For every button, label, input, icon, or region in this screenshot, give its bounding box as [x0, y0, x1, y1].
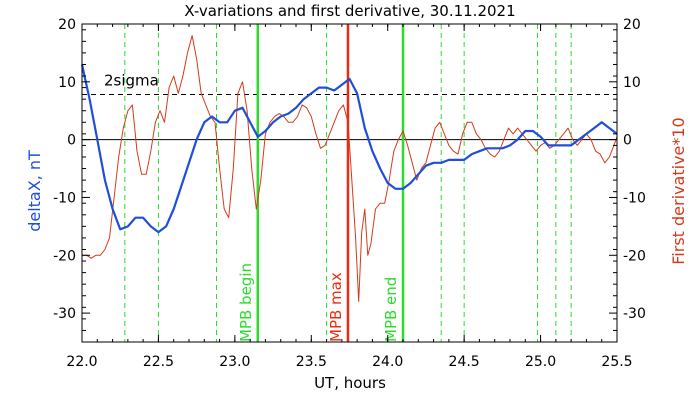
x-axis-label: UT, hours — [314, 374, 386, 392]
y-tick-label-left-4: 10 — [58, 75, 76, 91]
chart-title: X-variations and first derivative, 30.11… — [184, 2, 515, 20]
deltax-series-line — [80, 64, 618, 234]
x-tick-label-0: 22.0 — [66, 354, 97, 370]
y-tick-label-right-2: -10 — [623, 190, 646, 206]
marker-label-1: MPB max — [327, 272, 345, 342]
y-tick-label-left-0: -30 — [53, 306, 76, 322]
y-tick-label-right-0: -30 — [623, 306, 646, 322]
plot-frame — [81, 23, 618, 343]
x-tick-label-6: 25.0 — [525, 354, 556, 370]
y-tick-label-left-2: -10 — [53, 190, 76, 206]
y-tick-label-right-4: 10 — [623, 75, 641, 91]
y-tick-label-left-5: 20 — [58, 17, 76, 33]
derivative-series-line — [82, 35, 618, 302]
x-tick-label-4: 24.0 — [372, 354, 403, 370]
y-axis-label-right: First derivative*10 — [669, 117, 688, 264]
marker-label-2: MPB end — [382, 277, 400, 342]
y-tick-label-right-3: 0 — [623, 133, 632, 149]
y-tick-label-left-1: -20 — [53, 248, 76, 264]
y-tick-label-right-5: 20 — [623, 17, 641, 33]
y-axis-label-left: deltaX, nT — [25, 150, 44, 232]
plot-layer: 2sigma MPB begin MPB max MPB end 22.0 22.5 23.… — [53, 17, 646, 370]
y-tick-label-left-3: 0 — [67, 133, 76, 149]
x-tick-label-7: 25.5 — [601, 354, 632, 370]
x-tick-label-5: 24.5 — [449, 354, 480, 370]
x-tick-label-2: 23.0 — [219, 354, 250, 370]
y-tick-label-right-1: -20 — [623, 248, 646, 264]
x-tick-label-3: 23.5 — [296, 354, 327, 370]
sigma-label: 2sigma — [104, 72, 159, 90]
x-tick-label-1: 22.5 — [143, 354, 174, 370]
marker-label-0: MPB begin — [237, 263, 255, 342]
